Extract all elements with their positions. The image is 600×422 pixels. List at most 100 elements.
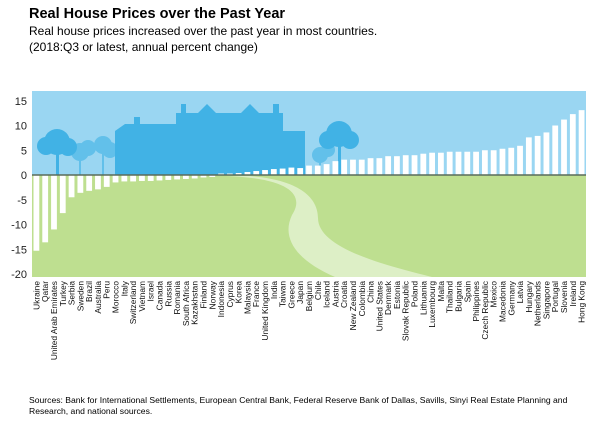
bar-vietnam [139,175,145,181]
x-tick-label: Malta [436,281,446,302]
x-tick-label: Spain [462,281,472,303]
bar-turkey [59,175,66,214]
y-tick-label: -5 [17,195,27,207]
bar-slovenia [561,119,567,175]
x-tick-label: Belgium [304,281,314,311]
bar-canada [156,175,163,181]
bar-denmark [385,156,392,175]
path-illustration [225,176,432,277]
sources-note: Sources: Bank for International Settleme… [29,395,568,416]
x-tick-label: Luxembourg [427,281,437,328]
bar-austria [332,161,339,175]
bar-serbia [68,175,75,198]
x-tick-label: Italy [119,280,129,296]
x-tick-label: France [251,281,261,307]
x-tick-label: Taiwan [278,281,288,307]
x-tick-label: South Africa [181,281,191,327]
bar-poland [411,155,418,175]
bar-colombia [358,159,365,175]
bar-russia [165,175,172,180]
x-tick-label: Qatar [40,281,50,302]
x-tick-label: Finland [198,281,208,309]
house-icon [37,104,359,175]
x-tick-label: Austria [330,281,340,307]
bar-switzerland [130,175,137,182]
bar-united-states [376,158,383,175]
x-tick-label: Switzerland [128,281,138,325]
x-tick-label: Norway [207,280,217,309]
y-tick-label: 15 [15,96,27,108]
bar-belgium [306,165,312,175]
bar-lithuania [420,153,427,175]
chart-subtitle: Real house prices increased over the pas… [29,24,378,38]
x-tick-label: Singapore [541,281,551,320]
x-tick-label: Estonia [392,281,402,309]
x-tick-label: Greece [286,281,296,309]
bar-estonia [394,156,400,175]
bar-slovak-republic [402,155,409,175]
x-tick-label: Vietnam [137,281,147,312]
bar-philippines [473,151,479,175]
x-tick-label: Germany [506,280,516,315]
x-tick-label: Hong Kong [577,281,587,323]
x-tick-label: Peru [102,281,112,299]
x-tick-label: Cyprus [225,281,235,308]
bar-south-africa [182,175,189,179]
x-tick-label: Denmark [383,280,393,315]
bar-malta [438,152,444,175]
x-tick-label: Iceland [322,281,332,308]
bar-france [253,171,260,175]
x-tick-label: Czech Republic [480,281,490,340]
bar-korea [235,173,242,175]
x-tick-label: Thailand [445,281,455,313]
x-tick-label: Sweden [75,281,85,312]
bar-macedonia [499,148,506,175]
x-tick-label: Turkey [58,280,68,306]
x-tick-label: Canada [155,281,165,311]
bar-kazakhstan [191,175,198,179]
bar-qatar [42,175,49,243]
bar-thailand [446,151,453,175]
background-illustration [32,91,586,277]
x-tick-label: Indonesia [216,281,226,318]
bar-greece [288,167,295,175]
bar-iceland [323,164,330,175]
bar-bulgaria [455,151,462,175]
x-tick-label: United Kingdom [260,281,270,341]
x-tick-label: Macedonia [497,281,507,322]
bar-italy [121,175,128,182]
x-tick-label: China [366,281,376,303]
bar-israel [147,175,154,181]
x-tick-label: New Zealand [348,281,358,331]
bar-chile [314,165,321,175]
bar-hungary [525,137,532,175]
x-tick-label: Morocco [111,281,121,313]
x-tick-label: Serbia [67,281,77,306]
x-tick-label: Croatia [339,281,349,308]
chart-title: Real House Prices over the Past Year [29,6,286,22]
x-tick-label: Kazakhstan [190,281,200,325]
bar-netherlands [534,135,541,175]
x-tick-label: Korea [234,281,244,304]
bar-mexico [490,150,497,175]
bar-ireland [569,114,576,175]
bar-croatia [341,159,348,175]
bar-china [367,158,374,175]
bar-brazil [86,175,93,191]
x-tick-label: Japan [295,281,305,304]
x-tick-label: Israel [146,281,156,302]
bar-romania [174,175,180,180]
y-axis: 15 10 5 0 -5 -10 -15 -20 [11,96,27,281]
x-tick-label: Romania [172,281,182,315]
bar-germany [508,147,515,175]
x-tick-label: Russia [163,281,173,307]
x-tick-label: United Arab Emirates [49,281,59,360]
bar-japan [297,168,304,175]
y-tick-label: 10 [15,121,27,133]
bar-norway [209,175,216,177]
bar-finland [200,175,207,178]
x-tick-label: Australia [93,281,103,314]
x-tick-label: Bulgaria [453,281,463,312]
x-tick-label: United States [374,281,384,331]
